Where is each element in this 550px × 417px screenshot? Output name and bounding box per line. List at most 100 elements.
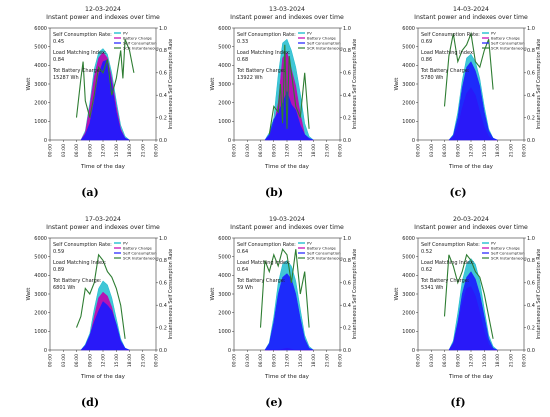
y2-tick-label: 0.8	[527, 48, 535, 54]
x-tick-label: 21:00	[508, 144, 514, 157]
legend-entry: PV	[123, 240, 128, 245]
legend-entry: SCR Instantaneous	[491, 255, 527, 260]
y-tick-label: 6000	[402, 236, 415, 242]
legend-entry: SCR Instantaneous	[307, 255, 343, 260]
annotation-line: Self Consumption Rate:	[53, 32, 112, 38]
legend-entry: Battery Charge	[307, 35, 337, 40]
x-tick-label: 03:00	[61, 354, 67, 367]
x-tick-label: 06:00	[258, 144, 264, 157]
chart-title: 12-03-2024	[85, 6, 121, 13]
annotation-line: 15287 Wh	[53, 75, 79, 81]
annotation-line: Tot Battery Charge:	[420, 68, 470, 74]
y-tick-label: 0	[44, 348, 47, 354]
y2-tick-label: 0.2	[343, 325, 351, 331]
annotation-line: Self Consumption Rate:	[237, 242, 296, 248]
x-axis-label: Time of the day	[448, 164, 494, 170]
x-tick-label: 06:00	[442, 354, 448, 367]
legend-entry: PV	[491, 240, 496, 245]
x-tick-label: 12:00	[101, 144, 107, 157]
legend-entry: Battery Charge	[307, 245, 337, 250]
annotation-line: Load Matching Index:	[237, 50, 291, 56]
chart-title: 17-03-2024	[85, 216, 121, 223]
y-tick-label: 0	[412, 348, 415, 354]
series-line-scr-instantaneous	[259, 247, 310, 328]
chart-subtitle: Instant power and indexes over time	[414, 14, 528, 21]
x-tick-label: 00:00	[522, 354, 528, 367]
y2-tick-label: 0.2	[159, 115, 167, 121]
y-tick-label: 1000	[218, 329, 231, 335]
x-tick-label: 03:00	[429, 144, 435, 157]
legend-entry: Battery Charge	[123, 245, 153, 250]
x-tick-label: 15:00	[114, 354, 120, 367]
legend-entry: SCR Instantaneous	[123, 255, 159, 260]
annotation-line: 0.33	[237, 39, 248, 45]
x-tick-label: 06:00	[258, 354, 264, 367]
y2-tick-label: 0.0	[527, 348, 535, 354]
y-tick-label: 2000	[218, 100, 231, 106]
caption-d: (d)	[80, 396, 100, 409]
x-tick-label: 21:00	[140, 354, 146, 367]
annotation-line: Self Consumption Rate:	[53, 242, 112, 248]
x-tick-label: 15:00	[298, 144, 304, 157]
annotation-line: Self Consumption Rate:	[237, 32, 296, 38]
x-tick-label: 03:00	[61, 144, 67, 157]
caption-e: (e)	[265, 396, 283, 409]
legend-entry: PV	[307, 240, 312, 245]
y2-tick-label: 0.0	[159, 138, 167, 144]
series-line-scr-instantaneous	[75, 38, 135, 118]
y-tick-label: 3000	[218, 82, 231, 88]
x-tick-label: 09:00	[87, 144, 93, 157]
x-tick-label: 09:00	[271, 144, 277, 157]
chart-title: 13-03-2024	[269, 6, 305, 13]
chart-subtitle: Instant power and indexes over time	[414, 224, 528, 231]
annotation-line: 0.89	[53, 267, 64, 273]
y2-tick-label: 1.0	[159, 236, 167, 242]
y2-tick-label: 0.4	[343, 93, 351, 99]
series-area-self-consumption	[448, 271, 498, 351]
chart-title: 19-03-2024	[269, 216, 305, 223]
x-tick-label: 15:00	[482, 354, 488, 367]
y2-tick-label: 0.4	[527, 93, 535, 99]
legend-entry: Self Consumption	[307, 250, 341, 255]
x-axis-label: Time of the day	[264, 374, 310, 380]
x-tick-label: 12:00	[469, 144, 475, 157]
annotation-line: 0.45	[53, 39, 64, 45]
y-tick-label: 2000	[402, 100, 415, 106]
y-axis-label: Watt	[394, 287, 400, 301]
y2-axis-label: Instantaneous Self Consumption Rate	[352, 249, 358, 340]
y2-tick-label: 0.8	[159, 48, 167, 54]
y2-axis-label: Instantaneous Self Consumption Rate	[536, 39, 542, 130]
legend-entry: PV	[491, 30, 496, 35]
caption-c: (c)	[449, 186, 467, 199]
y2-tick-label: 0.6	[343, 281, 351, 287]
x-tick-label: 00:00	[232, 354, 238, 367]
annotation-line: 0.84	[53, 57, 64, 63]
x-tick-label: 18:00	[127, 354, 133, 367]
y-tick-label: 6000	[218, 26, 231, 32]
annotation-line: 5780 Wh	[421, 75, 443, 81]
x-tick-label: 21:00	[324, 144, 330, 157]
x-tick-label: 12:00	[285, 144, 291, 157]
x-tick-label: 15:00	[114, 144, 120, 157]
y2-tick-label: 0.6	[159, 71, 167, 77]
y-tick-label: 6000	[34, 26, 47, 32]
y2-axis-label: Instantaneous Self Consumption Rate	[168, 39, 174, 130]
y2-tick-label: 1.0	[159, 26, 167, 32]
legend-entry: Battery Charge	[491, 245, 521, 250]
y2-tick-label: 0.2	[527, 115, 535, 121]
x-tick-label: 12:00	[469, 354, 475, 367]
legend-entry: Self Consumption	[491, 40, 525, 45]
y2-tick-label: 0.6	[159, 281, 167, 287]
y2-axis-label: Instantaneous Self Consumption Rate	[536, 249, 542, 340]
y2-tick-label: 0.6	[527, 71, 535, 77]
y-tick-label: 4000	[34, 273, 47, 279]
y-tick-label: 3000	[34, 82, 47, 88]
x-tick-label: 00:00	[48, 144, 54, 157]
chart-title: 20-03-2024	[453, 216, 489, 223]
annotation-line: Load Matching Index:	[53, 50, 107, 56]
